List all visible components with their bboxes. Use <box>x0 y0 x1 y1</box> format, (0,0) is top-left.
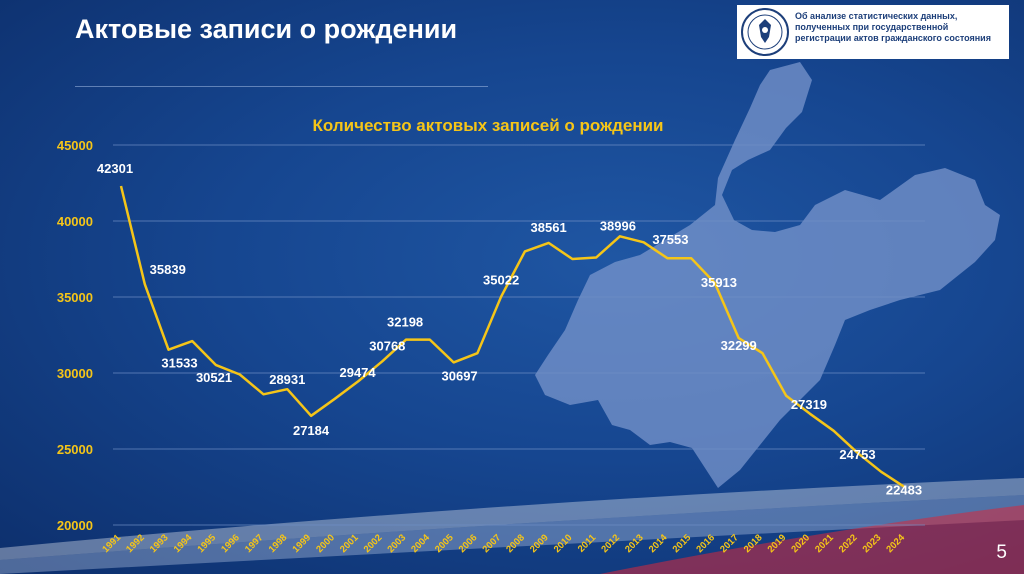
x-tick-label: 1997 <box>243 532 266 555</box>
x-tick-label: 2022 <box>837 532 860 555</box>
x-tick-label: 2009 <box>528 532 551 555</box>
y-tick-label: 30000 <box>57 366 93 381</box>
x-tick-label: 2005 <box>433 532 456 555</box>
x-tick-label: 2012 <box>599 532 622 555</box>
x-tick-label: 1991 <box>100 532 123 555</box>
x-tick-label: 2003 <box>385 532 408 555</box>
data-label: 42301 <box>97 161 133 176</box>
y-tick-label: 40000 <box>57 214 93 229</box>
x-tick-label: 2014 <box>647 532 670 555</box>
y-tick-label: 35000 <box>57 290 93 305</box>
x-tick-label: 2007 <box>481 532 504 555</box>
page-number: 5 <box>996 542 1007 563</box>
data-label: 31533 <box>161 356 197 371</box>
x-tick-label: 2021 <box>813 532 836 555</box>
data-label: 29474 <box>339 365 376 380</box>
x-tick-label: 2000 <box>314 532 337 555</box>
data-label: 38996 <box>600 218 636 233</box>
x-tick-label: 2016 <box>694 532 717 555</box>
x-tick-label: 2011 <box>576 532 599 555</box>
header-line: Об анализе статистических данных, <box>795 11 958 21</box>
data-label: 35839 <box>150 262 186 277</box>
header-card-text: Об анализе статистических данных, получе… <box>795 11 1007 44</box>
data-label: 30768 <box>369 338 405 353</box>
y-tick-label: 20000 <box>57 518 93 533</box>
x-tick-label: 1996 <box>219 532 242 555</box>
title-divider <box>75 86 488 87</box>
x-tick-label: 2024 <box>884 532 907 555</box>
data-label: 32299 <box>721 338 757 353</box>
chart-title: Количество актовых записей о рождении <box>313 116 664 135</box>
y-tick-label: 25000 <box>57 442 93 457</box>
header-card: Об анализе статистических данных, получе… <box>737 5 1009 59</box>
coat-of-arms-seal-icon <box>741 8 789 56</box>
x-tick-label: 1995 <box>195 532 218 555</box>
x-tick-label: 2018 <box>742 532 765 555</box>
y-tick-label: 45000 <box>57 138 93 153</box>
x-tick-label: 1992 <box>124 532 147 555</box>
data-label: 38561 <box>531 220 567 235</box>
data-label: 30521 <box>196 370 232 385</box>
x-tick-label: 2019 <box>766 532 789 555</box>
header-line: регистрации актов гражданского состояния <box>795 33 991 43</box>
data-label: 35022 <box>483 273 519 288</box>
data-label: 28931 <box>269 372 305 387</box>
x-tick-label: 2010 <box>552 532 575 555</box>
page-title: Актовые записи о рождении <box>75 14 458 44</box>
data-label: 22483 <box>886 482 922 497</box>
data-label: 37553 <box>652 232 688 247</box>
x-tick-label: 2017 <box>718 532 741 555</box>
data-label: 32198 <box>387 315 423 330</box>
x-tick-label: 2020 <box>789 532 812 555</box>
data-label: 24753 <box>839 447 875 462</box>
data-label: 30697 <box>442 368 478 383</box>
x-tick-label: 1998 <box>267 532 290 555</box>
x-tick-label: 1999 <box>290 532 313 555</box>
x-tick-label: 2013 <box>623 532 646 555</box>
x-tick-label: 2001 <box>338 532 361 555</box>
x-tick-label: 2002 <box>362 532 385 555</box>
x-tick-label: 2004 <box>409 532 432 555</box>
data-label: 27184 <box>293 423 330 438</box>
series-line <box>119 185 906 489</box>
x-tick-label: 1993 <box>148 532 171 555</box>
header-line: полученных при государственной <box>795 22 949 32</box>
x-tick-label: 2015 <box>671 532 694 555</box>
data-label: 35913 <box>701 275 737 290</box>
x-tick-label: 2006 <box>457 532 480 555</box>
data-label: 27319 <box>791 397 827 412</box>
x-tick-label: 2023 <box>861 532 884 555</box>
x-tick-label: 1994 <box>172 532 195 555</box>
x-tick-label: 2008 <box>504 532 527 555</box>
